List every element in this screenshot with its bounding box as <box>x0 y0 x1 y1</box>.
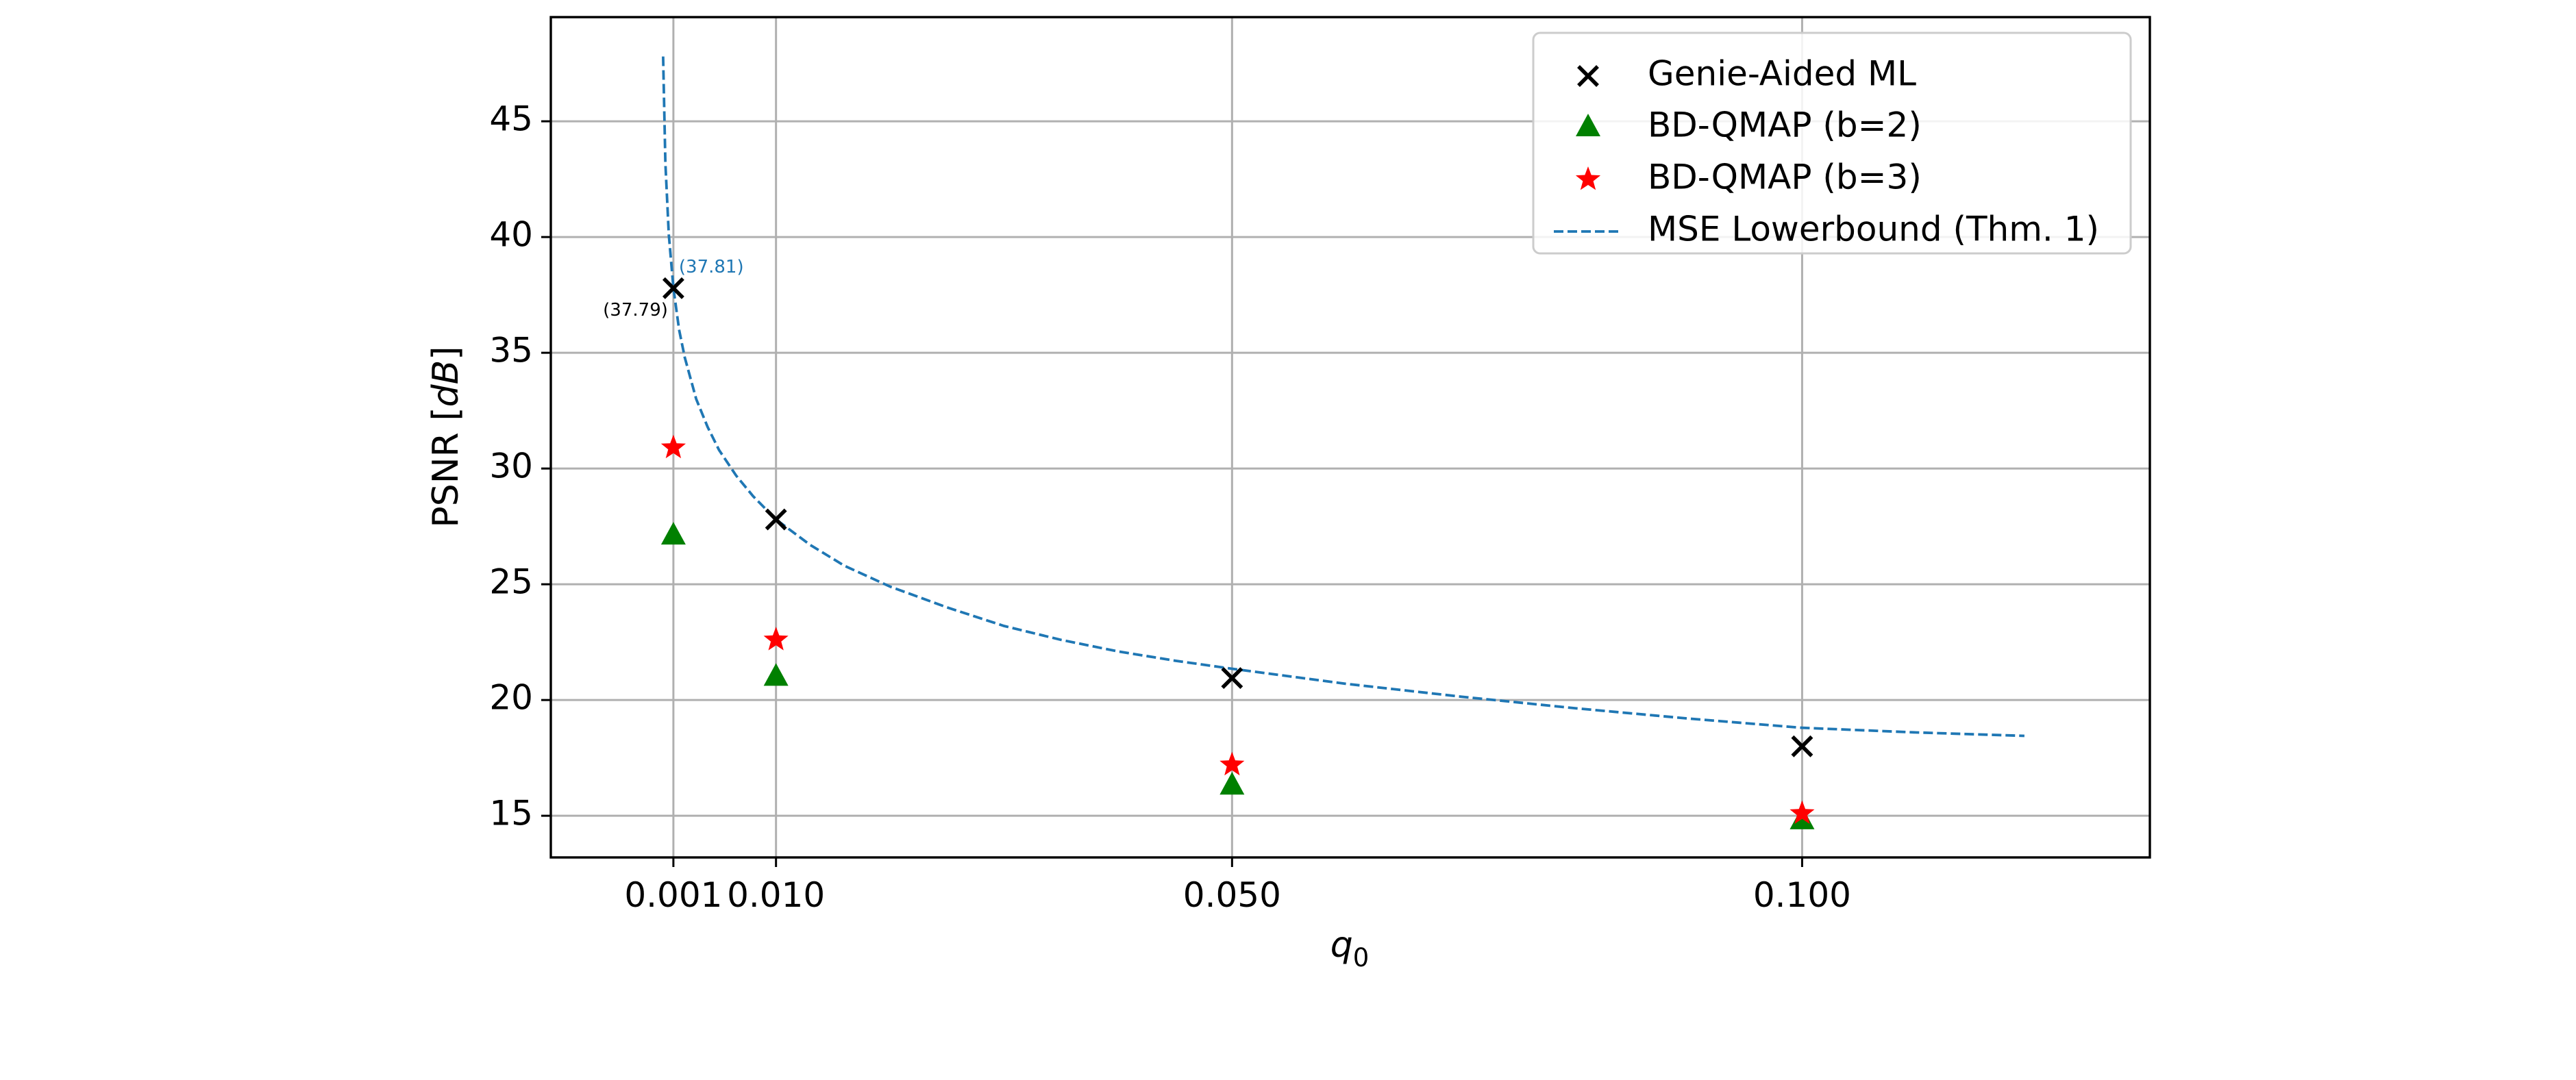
x-tick-label: 0.001 <box>624 875 722 915</box>
y-tick-label: 45 <box>489 99 533 139</box>
legend-label-bd-qmap-b2: BD-QMAP (b=2) <box>1648 105 1922 145</box>
bd-qmap-b3-point <box>763 627 789 651</box>
y-tick-label: 40 <box>489 215 533 255</box>
x-tick-label: 0.010 <box>727 875 825 915</box>
x-axis-label: q0 <box>1330 925 1370 972</box>
y-axis-label-main: PSNR [ <box>425 407 467 527</box>
y-tick-label: 30 <box>489 447 533 486</box>
genie-aided-ml-point-stroke <box>1791 735 1813 757</box>
legend-symbol-x-stroke <box>1577 65 1599 87</box>
legend-label-genie-aided-ml: Genie-Aided ML <box>1648 54 1916 94</box>
x-tick-label: 0.100 <box>1753 875 1851 915</box>
genie-aided-ml-point <box>662 277 684 299</box>
annotations: (37.81) (37.79) <box>603 257 743 321</box>
legend-symbol-star <box>1575 166 1601 190</box>
annotation-lowerbound-value: (37.81) <box>679 257 744 277</box>
genie-aided-ml-point-stroke <box>1221 667 1243 689</box>
genie-aided-ml-point <box>1791 735 1813 757</box>
x-axis-label-main: q <box>1330 925 1353 966</box>
genie-aided-ml-point <box>765 508 787 531</box>
mse-lowerbound-line <box>662 56 2024 738</box>
bd-qmap-b3-point <box>1789 800 1815 825</box>
legend-label-bd-qmap-b3: BD-QMAP (b=3) <box>1648 158 1922 197</box>
bd-qmap-b2-point <box>1219 772 1245 795</box>
plot-markers <box>660 277 1815 829</box>
genie-aided-ml-point-stroke <box>662 277 684 299</box>
x-axis-ticks: 0.001 0.010 0.050 0.100 <box>624 857 1851 915</box>
y-axis-ticks: 15 20 25 30 35 40 45 <box>489 99 551 833</box>
genie-aided-ml-point-stroke <box>765 508 787 531</box>
legend-symbol-x <box>1577 65 1599 87</box>
bd-qmap-b2-point <box>660 522 686 545</box>
legend-label-mse-lowerbound: MSE Lowerbound (Thm. 1) <box>1648 210 2099 249</box>
x-tick-label: 0.050 <box>1183 875 1281 915</box>
y-tick-label: 20 <box>489 678 533 718</box>
y-axis-label: PSNR [dB] <box>425 346 467 527</box>
y-tick-label: 15 <box>489 794 533 833</box>
legend-box <box>1532 32 2132 255</box>
plot-lines <box>662 56 2024 738</box>
plot-frame <box>549 16 2151 859</box>
bd-qmap-b3-point <box>660 434 686 459</box>
bd-qmap-b3-point <box>1219 751 1245 776</box>
y-tick-label: 35 <box>489 331 533 371</box>
y-axis-label-unit: dB <box>425 360 467 407</box>
x-axis-label-subscript: 0 <box>1353 943 1370 972</box>
bd-qmap-b2-point <box>763 663 789 686</box>
annotation-genie-value: (37.79) <box>603 300 668 321</box>
y-tick-label: 25 <box>489 562 533 602</box>
legend-symbols <box>1554 65 1622 233</box>
genie-aided-ml-point <box>1221 667 1243 689</box>
legend: Genie-Aided ML BD-QMAP (b=2) BD-QMAP (b=… <box>1532 32 2132 255</box>
legend-symbol-triangle <box>1576 114 1600 136</box>
y-axis-label-close: ] <box>425 346 467 360</box>
